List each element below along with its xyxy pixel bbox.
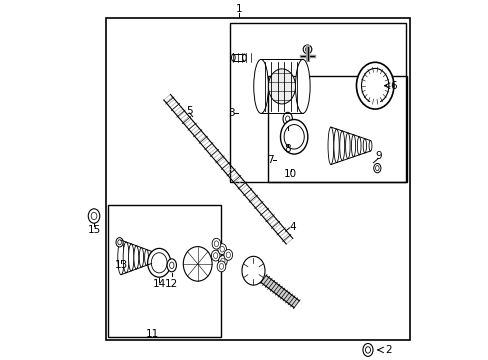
Text: 3: 3 [227,108,234,118]
Bar [107,205,221,337]
Bar [230,23,406,182]
Ellipse shape [357,137,360,155]
Ellipse shape [345,133,349,159]
Ellipse shape [147,248,170,277]
Text: 11: 11 [146,329,159,339]
Ellipse shape [116,238,123,247]
Ellipse shape [212,238,220,249]
Ellipse shape [242,256,264,285]
Text: 12: 12 [165,279,178,289]
Text: 13: 13 [115,260,128,270]
Text: 5: 5 [186,105,193,116]
Ellipse shape [231,54,235,61]
Text: 1: 1 [235,4,242,14]
Ellipse shape [268,69,295,104]
Ellipse shape [211,250,220,261]
Ellipse shape [339,131,344,161]
Wedge shape [369,86,379,104]
Ellipse shape [88,209,100,223]
Ellipse shape [118,240,124,275]
Ellipse shape [242,54,246,61]
Ellipse shape [356,62,393,109]
Ellipse shape [167,259,176,272]
Text: 15: 15 [87,225,101,235]
Text: 9: 9 [374,151,381,161]
Ellipse shape [224,249,232,260]
Text: 6: 6 [390,81,396,91]
Text: 10: 10 [284,168,297,179]
Ellipse shape [295,59,309,113]
Polygon shape [261,275,299,308]
Ellipse shape [123,242,129,273]
Ellipse shape [351,135,355,157]
Ellipse shape [217,261,225,272]
Text: 7: 7 [266,155,273,165]
Ellipse shape [218,244,226,255]
Ellipse shape [333,129,339,163]
Ellipse shape [327,127,333,165]
Ellipse shape [183,247,212,281]
Text: 8: 8 [284,144,290,154]
Text: 2: 2 [385,345,391,355]
Ellipse shape [373,163,380,173]
Ellipse shape [128,244,134,271]
Text: 14: 14 [152,279,165,289]
Ellipse shape [363,139,366,153]
Ellipse shape [253,59,268,113]
Ellipse shape [283,112,292,125]
Text: 4: 4 [288,222,295,232]
Ellipse shape [368,140,371,151]
Ellipse shape [150,251,153,264]
Ellipse shape [144,249,148,265]
Bar [267,76,406,182]
Ellipse shape [134,246,139,269]
Ellipse shape [362,343,372,356]
Ellipse shape [139,248,143,267]
Ellipse shape [280,120,307,154]
Bar [106,18,409,340]
Ellipse shape [303,45,311,54]
Ellipse shape [218,256,227,266]
